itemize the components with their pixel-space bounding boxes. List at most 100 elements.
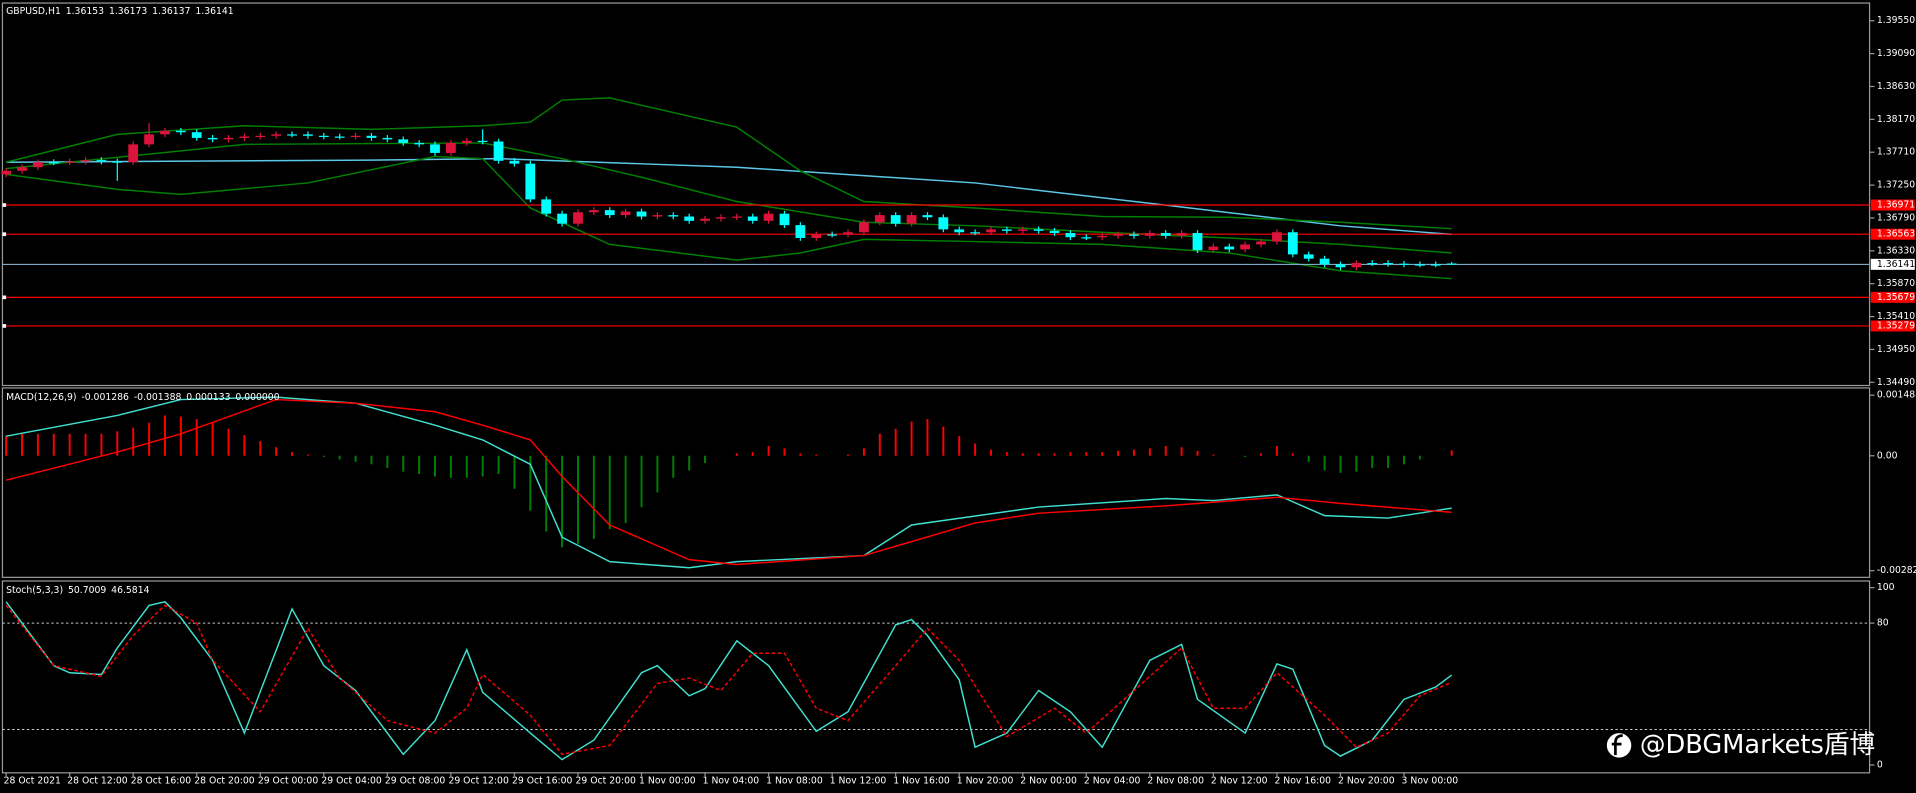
candle-body xyxy=(557,213,567,224)
candle-body xyxy=(398,139,409,143)
y-tick-label: 1.39550 xyxy=(1877,15,1915,26)
line-anchor xyxy=(2,203,7,207)
candle-body xyxy=(525,163,536,200)
header-value: 1.36137 xyxy=(152,5,190,16)
candle-body xyxy=(652,215,663,217)
x-tick-label: 29 Oct 12:00 xyxy=(448,775,509,786)
header-value: GBPUSD,H1 xyxy=(6,5,61,16)
x-tick-label: 1 Nov 00:00 xyxy=(639,775,696,786)
candle-body xyxy=(573,212,583,224)
price-label: 1.36563 xyxy=(1877,229,1915,240)
header-value: 0.000000 xyxy=(235,392,279,403)
macd-panel xyxy=(1,387,1871,578)
candle-body xyxy=(1081,237,1092,239)
candle-body xyxy=(477,140,488,143)
x-tick-label: 1 Nov 12:00 xyxy=(830,775,887,786)
plot-layer: 1.34490 1.34950 1.35410 1.35870 1.36330 1.367… xyxy=(1,5,1916,786)
candle-body xyxy=(239,136,250,138)
candle-body xyxy=(859,222,869,233)
candle-body xyxy=(1399,263,1409,265)
candle-body xyxy=(1446,263,1457,265)
stoch-panel xyxy=(1,580,1871,774)
candle-body xyxy=(366,135,377,138)
y-tick-label: 1.35870 xyxy=(1877,278,1915,289)
y-tick-label: 1.37250 xyxy=(1877,180,1915,191)
indicator-header: Stoch(5,3,3) 50.7009 46.5814 xyxy=(6,585,149,596)
candle-body xyxy=(191,132,202,138)
candle-body xyxy=(1224,246,1235,250)
candle-body xyxy=(1129,234,1139,236)
candle-body xyxy=(303,134,313,136)
candle-body xyxy=(493,141,504,161)
x-tick-label: 1 Nov 20:00 xyxy=(957,775,1014,786)
line-anchor xyxy=(2,324,7,328)
header-value: 50.7009 xyxy=(68,585,106,596)
candle-body xyxy=(827,234,838,236)
bid-label: 1.36141 xyxy=(1877,259,1915,270)
candle-body xyxy=(1192,232,1203,251)
candle-body xyxy=(1256,241,1266,245)
candle-body xyxy=(1001,229,1012,231)
candle-body xyxy=(731,216,742,218)
header-value: 1.36153 xyxy=(66,5,104,16)
candle-body xyxy=(716,217,726,219)
y-tick-label: 100 xyxy=(1877,582,1895,593)
candle-body xyxy=(287,134,297,136)
watermark-logo xyxy=(1606,733,1632,758)
candle-body xyxy=(1033,229,1044,231)
price-label: 1.36971 xyxy=(1877,200,1915,211)
indicator-line xyxy=(6,142,1452,254)
y-tick-label: 1.38170 xyxy=(1877,114,1915,125)
candle-body xyxy=(922,215,933,218)
candle-body xyxy=(843,232,853,235)
candle-body xyxy=(80,160,91,162)
y-tick-label: 1.37710 xyxy=(1877,147,1915,158)
candle-body xyxy=(430,144,440,153)
x-tick-label: 28 Oct 2021 xyxy=(4,775,61,786)
candle-body xyxy=(541,199,552,214)
header-value: MACD(12,26,9) xyxy=(6,392,76,403)
x-tick-label: 1 Nov 16:00 xyxy=(893,775,950,786)
indicator-line xyxy=(5,97,1452,230)
indicator-line xyxy=(5,398,1452,566)
price-label: 1.35679 xyxy=(1877,292,1915,303)
y-tick-label: 0 xyxy=(1877,759,1883,770)
candle-body xyxy=(970,232,980,234)
candle-body xyxy=(700,218,710,221)
candle-body xyxy=(1017,229,1028,231)
header-value: 0.000133 xyxy=(186,392,230,403)
line-anchor xyxy=(2,295,7,300)
indicator-line xyxy=(5,396,1452,569)
price-label-box xyxy=(1870,291,1915,303)
indicator-line xyxy=(6,155,1452,280)
candle-body xyxy=(509,160,520,164)
candle-body xyxy=(1415,264,1425,266)
candle-body xyxy=(1049,230,1060,233)
candle-body xyxy=(414,142,425,145)
candle-body xyxy=(1097,235,1108,238)
y-tick-label: 1.39090 xyxy=(1877,48,1915,59)
y-tick-label: 0.001488 xyxy=(1877,390,1916,401)
candle-body xyxy=(175,130,186,133)
candle-body xyxy=(1319,258,1330,265)
candle-body xyxy=(1113,234,1123,236)
candle-body xyxy=(795,225,806,238)
y-tick-label: 1.36330 xyxy=(1877,245,1915,256)
x-tick-label: 1 Nov 04:00 xyxy=(703,775,760,786)
x-tick-label: 3 Nov 00:00 xyxy=(1402,775,1459,786)
x-tick-label: 29 Oct 04:00 xyxy=(321,775,382,786)
candle-body xyxy=(461,140,472,143)
indicator-line xyxy=(6,157,1452,236)
candle-body xyxy=(954,229,965,233)
candle-body xyxy=(112,161,123,163)
candle-body xyxy=(1065,232,1076,238)
price-label-box xyxy=(1870,320,1915,332)
price-label: 1.35279 xyxy=(1877,320,1915,331)
candle-body xyxy=(446,142,456,153)
candle-body xyxy=(350,135,361,138)
x-tick-label: 1 Nov 08:00 xyxy=(766,775,823,786)
y-tick-label: 1.34490 xyxy=(1877,377,1915,388)
x-tick-label: 29 Oct 16:00 xyxy=(512,775,573,786)
